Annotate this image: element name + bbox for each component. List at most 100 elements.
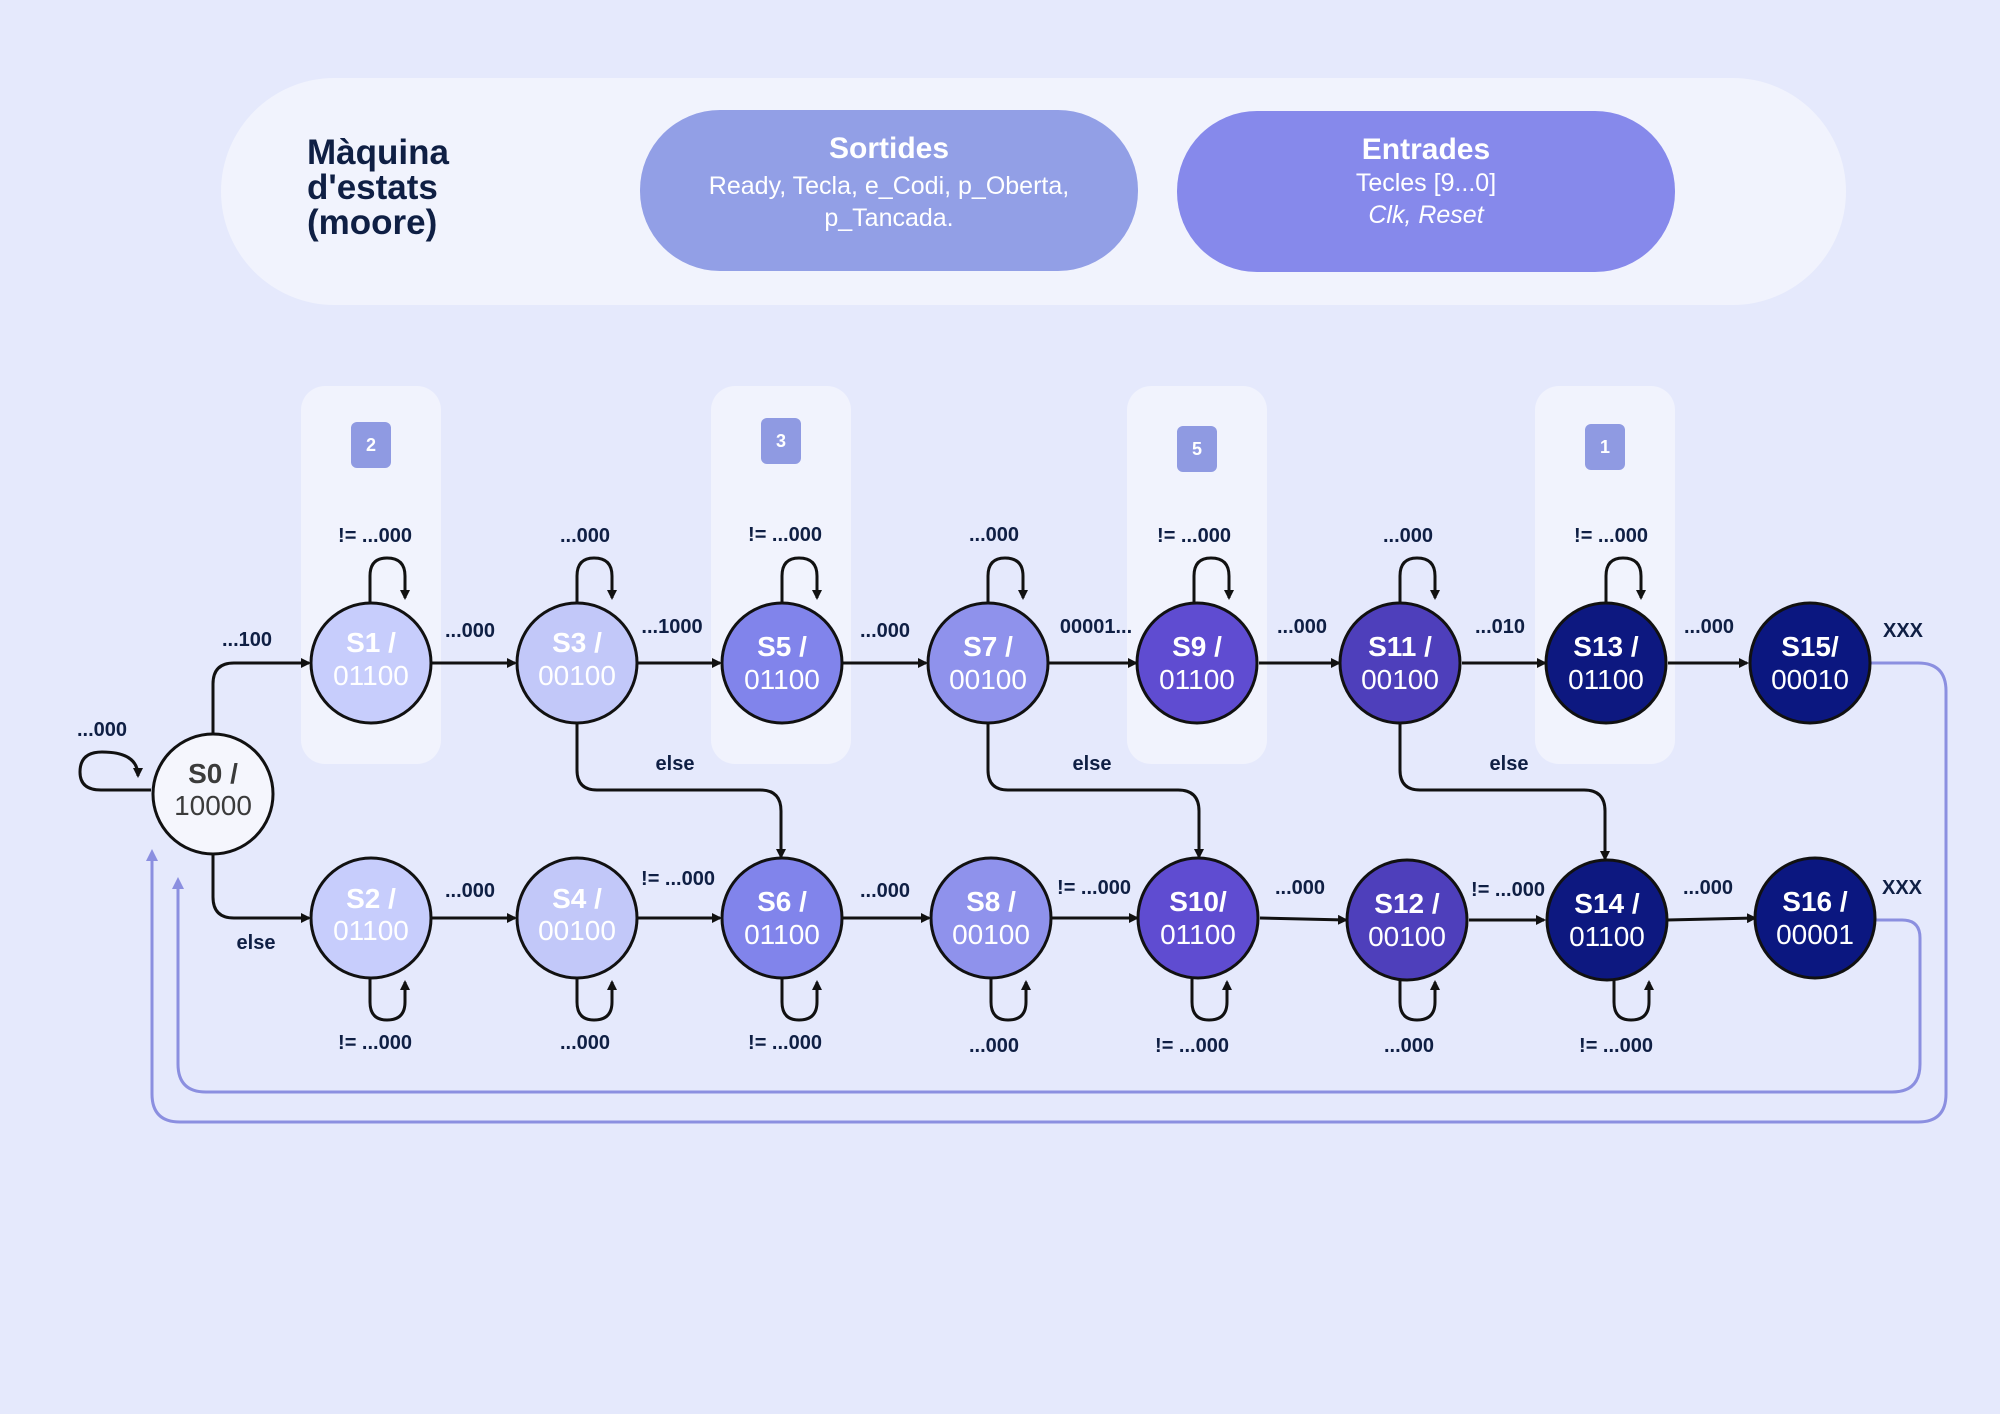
state-s13-code: 01100 bbox=[1568, 664, 1644, 695]
label-s9-self: != ...000 bbox=[1157, 525, 1231, 547]
self-loop-s0 bbox=[78, 750, 151, 792]
label-s8-s10: != ...000 bbox=[1057, 877, 1131, 899]
state-s5-name: S5 / bbox=[757, 631, 807, 662]
state-s8-name: S8 / bbox=[966, 886, 1016, 917]
outputs-title: Sortides bbox=[828, 132, 950, 165]
state-s1: S1 / 01100 bbox=[309, 601, 433, 725]
label-s11-s14: else bbox=[1490, 753, 1529, 775]
state-s9-code: 01100 bbox=[1159, 664, 1235, 695]
self-loop-s11 bbox=[1398, 556, 1440, 602]
state-s15-code: 00010 bbox=[1771, 664, 1849, 695]
state-s8: S8 / 00100 bbox=[929, 856, 1053, 980]
label-s13-s15: ...000 bbox=[1684, 616, 1734, 638]
state-s15-name: S15/ bbox=[1781, 631, 1839, 662]
label-s4-self: ...000 bbox=[560, 1032, 610, 1054]
state-s3: S3 / 00100 bbox=[515, 601, 639, 725]
edge-s7-s10 bbox=[986, 722, 1204, 859]
state-s6-code: 01100 bbox=[744, 919, 820, 950]
edge-s10-s12 bbox=[1259, 914, 1348, 925]
state-s7-code: 00100 bbox=[949, 664, 1027, 695]
label-s0-s1: ...100 bbox=[222, 629, 272, 651]
label-s0-self: ...000 bbox=[77, 719, 127, 741]
self-loop-s7 bbox=[986, 556, 1028, 602]
label-s12-self: ...000 bbox=[1384, 1035, 1434, 1057]
state-s11-code: 00100 bbox=[1361, 664, 1439, 695]
self-loop-s3 bbox=[575, 556, 617, 602]
label-s6-s8: ...000 bbox=[860, 880, 910, 902]
inputs-keys: Tecles [9...0] bbox=[1355, 169, 1497, 197]
state-s12-name: S12 / bbox=[1374, 888, 1440, 919]
label-s2-self: != ...000 bbox=[338, 1032, 412, 1054]
label-s6-self: != ...000 bbox=[748, 1032, 822, 1054]
state-s12: S12 / 00100 bbox=[1345, 858, 1469, 982]
inputs-clock-reset: Clk, Reset bbox=[1368, 201, 1484, 229]
digit-badge-2: 3 bbox=[761, 418, 801, 464]
edge-s14-s16 bbox=[1666, 913, 1757, 924]
state-s16: S16 / 00001 bbox=[1753, 856, 1877, 980]
label-s3-s6: else bbox=[656, 753, 695, 775]
label-s3-s5: ...1000 bbox=[641, 616, 702, 638]
label-s16-out: XXX bbox=[1882, 877, 1923, 899]
self-loop-s5 bbox=[780, 556, 822, 602]
edge-s3-s6 bbox=[575, 722, 786, 859]
edge-s0-s2 bbox=[211, 855, 311, 923]
edge-s0-s1 bbox=[211, 658, 311, 734]
self-loop-s9 bbox=[1192, 556, 1234, 602]
state-s13: S13 / 01100 bbox=[1544, 601, 1668, 725]
state-s10-name: S10/ bbox=[1169, 886, 1227, 917]
state-s2: S2 / 01100 bbox=[309, 856, 433, 980]
label-s10-s12: ...000 bbox=[1275, 877, 1325, 899]
state-s12-code: 00100 bbox=[1368, 921, 1446, 952]
label-s9-s11: ...000 bbox=[1277, 616, 1327, 638]
state-s15: S15/ 00010 bbox=[1748, 601, 1872, 725]
state-s1-name: S1 / bbox=[346, 627, 396, 658]
state-s11-name: S11 / bbox=[1368, 631, 1432, 662]
inputs-title: Entrades bbox=[1361, 133, 1491, 166]
label-s13-self: != ...000 bbox=[1574, 525, 1648, 547]
state-s6-name: S6 / bbox=[757, 886, 807, 917]
state-s0: S0 / 10000 bbox=[151, 732, 275, 856]
outputs-list: Ready, Tecla, e_Codi, p_Oberta, p_Tancad… bbox=[708, 172, 1070, 232]
state-s4-name: S4 / bbox=[552, 883, 602, 914]
return-arrow-s16 bbox=[172, 877, 1922, 1094]
state-s8-code: 00100 bbox=[952, 919, 1030, 950]
inputs-pill: Entrades Tecles [9...0] Clk, Reset bbox=[1177, 111, 1675, 272]
state-s1-code: 01100 bbox=[333, 660, 409, 691]
state-s0-code: 10000 bbox=[174, 790, 252, 821]
state-s9: S9 / 01100 bbox=[1135, 601, 1259, 725]
state-s3-name: S3 / bbox=[552, 627, 602, 658]
label-s7-self: ...000 bbox=[969, 524, 1019, 546]
state-s14: S14 / 01100 bbox=[1545, 858, 1669, 982]
self-loop-s12 bbox=[1398, 979, 1440, 1022]
self-loop-s13 bbox=[1604, 556, 1646, 602]
edge-s11-s14 bbox=[1398, 722, 1610, 861]
label-s11-self: ...000 bbox=[1383, 525, 1433, 547]
self-loop-s1 bbox=[368, 556, 410, 602]
state-s6: S6 / 01100 bbox=[720, 856, 844, 980]
label-s7-s9: 00001... bbox=[1060, 616, 1132, 638]
label-s3-self: ...000 bbox=[560, 525, 610, 547]
label-s8-self: ...000 bbox=[969, 1035, 1019, 1057]
digit-badge-3: 5 bbox=[1177, 426, 1217, 472]
state-s7-name: S7 / bbox=[963, 631, 1013, 662]
self-loop-s6 bbox=[780, 979, 822, 1022]
state-s5-code: 01100 bbox=[744, 664, 820, 695]
label-s14-self: != ...000 bbox=[1579, 1035, 1653, 1057]
label-s12-s14: != ...000 bbox=[1471, 879, 1545, 901]
label-s11-s13: ...010 bbox=[1475, 616, 1525, 638]
state-s0-name: S0 / bbox=[188, 758, 238, 789]
state-s14-code: 01100 bbox=[1569, 921, 1645, 952]
state-s10: S10/ 01100 bbox=[1136, 856, 1260, 980]
state-s11: S11 / 00100 bbox=[1338, 601, 1462, 725]
self-loop-s14 bbox=[1612, 979, 1654, 1022]
label-s1-s3: ...000 bbox=[445, 620, 495, 642]
label-s14-s16: ...000 bbox=[1683, 877, 1733, 899]
state-s10-code: 01100 bbox=[1160, 919, 1236, 950]
label-s5-s7: ...000 bbox=[860, 620, 910, 642]
state-s5: S5 / 01100 bbox=[720, 601, 844, 725]
label-s5-self: != ...000 bbox=[748, 524, 822, 546]
digit-badge-4: 1 bbox=[1585, 424, 1625, 470]
state-s3-code: 00100 bbox=[538, 660, 616, 691]
state-s4-code: 00100 bbox=[538, 915, 616, 946]
self-loop-s4 bbox=[575, 979, 617, 1022]
